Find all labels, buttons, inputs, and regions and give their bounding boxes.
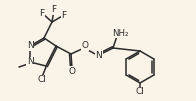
Text: Cl: Cl bbox=[38, 76, 46, 85]
Text: N: N bbox=[27, 57, 33, 66]
Text: N: N bbox=[27, 42, 33, 50]
Text: NH₂: NH₂ bbox=[112, 28, 128, 37]
Text: O: O bbox=[68, 66, 75, 76]
Text: F: F bbox=[61, 11, 67, 19]
Text: N: N bbox=[96, 50, 102, 59]
Text: O: O bbox=[82, 42, 89, 50]
Text: F: F bbox=[51, 5, 57, 15]
Text: F: F bbox=[51, 5, 57, 15]
Text: Cl: Cl bbox=[38, 76, 46, 85]
Text: Cl: Cl bbox=[136, 87, 144, 96]
Text: Cl: Cl bbox=[136, 87, 144, 96]
Text: N: N bbox=[27, 57, 33, 66]
Text: F: F bbox=[61, 11, 67, 19]
Text: N: N bbox=[96, 50, 102, 59]
Text: N: N bbox=[27, 42, 33, 50]
Text: F: F bbox=[39, 8, 44, 17]
Text: O: O bbox=[68, 66, 75, 76]
Text: O: O bbox=[82, 42, 89, 50]
Text: NH₂: NH₂ bbox=[112, 28, 128, 37]
Text: F: F bbox=[39, 8, 44, 17]
